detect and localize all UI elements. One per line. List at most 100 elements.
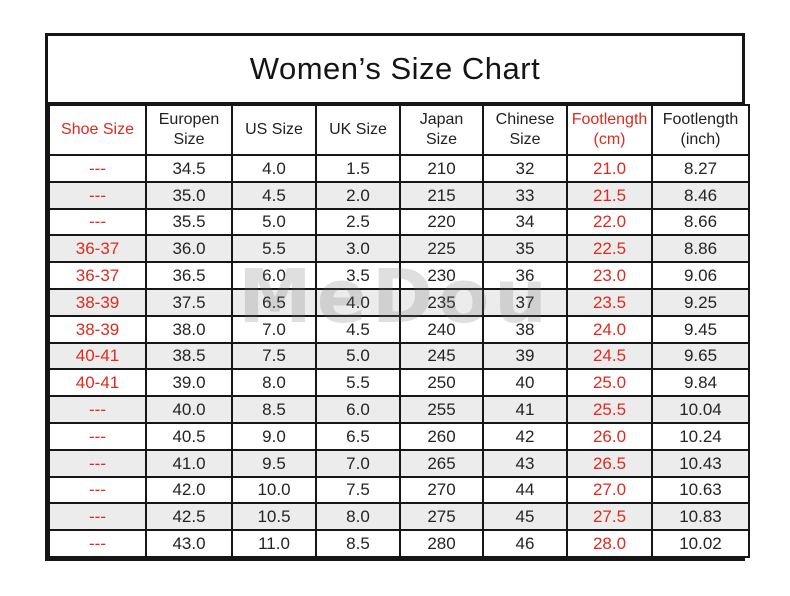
- table-cell: 35.5: [145, 207, 233, 237]
- table-cell: 3.5: [315, 261, 401, 290]
- table-cell: 25.0: [566, 368, 653, 398]
- table-cell: 44: [482, 475, 568, 505]
- table-cell: 2.0: [315, 180, 401, 210]
- table-cell: 6.5: [315, 421, 401, 451]
- table-cell: 2.5: [315, 207, 401, 237]
- table-cell: 38-39: [48, 287, 147, 317]
- column-header-6: Footlength (cm): [566, 104, 653, 156]
- table-cell: 36.0: [145, 234, 233, 264]
- table-cell: 10.5: [231, 502, 317, 532]
- table-cell: 36.5: [145, 261, 233, 290]
- table-cell: 280: [399, 529, 484, 558]
- table-cell: 8.0: [315, 502, 401, 532]
- table-cell: 41: [482, 395, 568, 424]
- column-header-0: Shoe Size: [48, 104, 147, 156]
- table-cell: 36-37: [48, 261, 147, 290]
- table-cell: 42.0: [145, 475, 233, 505]
- table-cell: 6.0: [315, 395, 401, 424]
- table-cell: 7.0: [231, 314, 317, 344]
- table-cell: 210: [399, 154, 484, 183]
- table-cell: 3.0: [315, 234, 401, 264]
- table-cell: 34.5: [145, 154, 233, 183]
- table-cell: 8.46: [651, 180, 750, 210]
- table-row: --- 34.5 4.0 1.5 210 32 21.0 8.27: [48, 154, 750, 183]
- table-cell: 35: [482, 234, 568, 264]
- table-row: 38-39 37.5 6.5 4.0 235 37 23.5 9.25: [48, 287, 750, 317]
- table-cell: 1.5: [315, 154, 401, 183]
- table-cell: 8.5: [315, 529, 401, 558]
- table-cell: 24.5: [566, 341, 653, 371]
- table-cell: 245: [399, 341, 484, 371]
- table-row: 40-41 39.0 8.0 5.5 250 40 25.0 9.84: [48, 368, 750, 398]
- table-cell: 9.65: [651, 341, 750, 371]
- table-cell: ---: [48, 180, 147, 210]
- table-row: --- 40.5 9.0 6.5 260 42 26.0 10.24: [48, 421, 750, 451]
- table-cell: 39.0: [145, 368, 233, 398]
- table-cell: 27.5: [566, 502, 653, 532]
- size-chart-frame: Women’s Size Chart Shoe Size Europen Size…: [45, 33, 750, 561]
- table-cell: 4.0: [231, 154, 317, 183]
- table-cell: 40-41: [48, 368, 147, 398]
- table-cell: 27.0: [566, 475, 653, 505]
- table-cell: 40.5: [145, 421, 233, 451]
- table-cell: 43: [482, 448, 568, 478]
- table-cell: 7.0: [315, 448, 401, 478]
- table-row: 36-37 36.5 6.0 3.5 230 36 23.0 9.06: [48, 261, 750, 290]
- table-cell: 8.27: [651, 154, 750, 183]
- table-cell: 240: [399, 314, 484, 344]
- table-cell: 23.5: [566, 287, 653, 317]
- table-cell: 265: [399, 448, 484, 478]
- table-cell: 24.0: [566, 314, 653, 344]
- table-row: 36-37 36.0 5.5 3.0 225 35 22.5 8.86: [48, 234, 750, 264]
- table-row: 38-39 38.0 7.0 4.5 240 38 24.0 9.45: [48, 314, 750, 344]
- table-cell: 32: [482, 154, 568, 183]
- table-cell: 35.0: [145, 180, 233, 210]
- table-cell: 37.5: [145, 287, 233, 317]
- table-cell: 4.5: [231, 180, 317, 210]
- table-cell: ---: [48, 207, 147, 237]
- column-header-7: Footlength (inch): [651, 104, 750, 156]
- table-cell: 9.5: [231, 448, 317, 478]
- table-cell: 10.63: [651, 475, 750, 505]
- table-cell: 275: [399, 502, 484, 532]
- page-title: Women’s Size Chart: [48, 36, 742, 104]
- table-cell: 22.5: [566, 234, 653, 264]
- table-row: --- 42.5 10.5 8.0 275 45 27.5 10.83: [48, 502, 750, 532]
- table-cell: 41.0: [145, 448, 233, 478]
- table-cell: 5.5: [315, 368, 401, 398]
- table-cell: 270: [399, 475, 484, 505]
- size-table: Shoe Size Europen Size US Size UK Size Japan…: [48, 104, 750, 558]
- header-row: Shoe Size Europen Size US Size UK Size Japan…: [48, 104, 750, 156]
- table-cell: 26.5: [566, 448, 653, 478]
- table-cell: 42: [482, 421, 568, 451]
- table-cell: 21.0: [566, 154, 653, 183]
- table-cell: 235: [399, 287, 484, 317]
- table-cell: 5.5: [231, 234, 317, 264]
- table-cell: 40-41: [48, 341, 147, 371]
- table-cell: 34: [482, 207, 568, 237]
- table-cell: 38: [482, 314, 568, 344]
- column-header-5: Chinese Size: [482, 104, 568, 156]
- table-cell: 4.0: [315, 287, 401, 317]
- table-cell: 36-37: [48, 234, 147, 264]
- table-cell: 38.5: [145, 341, 233, 371]
- table-cell: 7.5: [315, 475, 401, 505]
- table-cell: 38.0: [145, 314, 233, 344]
- column-header-3: UK Size: [315, 104, 401, 156]
- table-cell: 43.0: [145, 529, 233, 558]
- table-row: --- 35.0 4.5 2.0 215 33 21.5 8.46: [48, 180, 750, 210]
- table-cell: 40: [482, 368, 568, 398]
- table-cell: 9.45: [651, 314, 750, 344]
- table-cell: ---: [48, 448, 147, 478]
- table-cell: 46: [482, 529, 568, 558]
- table-row: --- 41.0 9.5 7.0 265 43 26.5 10.43: [48, 448, 750, 478]
- table-cell: 33: [482, 180, 568, 210]
- table-cell: 8.0: [231, 368, 317, 398]
- column-header-4: Japan Size: [399, 104, 484, 156]
- table-cell: ---: [48, 475, 147, 505]
- column-header-2: US Size: [231, 104, 317, 156]
- table-cell: 9.25: [651, 287, 750, 317]
- table-row: --- 40.0 8.5 6.0 255 41 25.5 10.04: [48, 395, 750, 424]
- table-cell: ---: [48, 154, 147, 183]
- table-cell: 25.5: [566, 395, 653, 424]
